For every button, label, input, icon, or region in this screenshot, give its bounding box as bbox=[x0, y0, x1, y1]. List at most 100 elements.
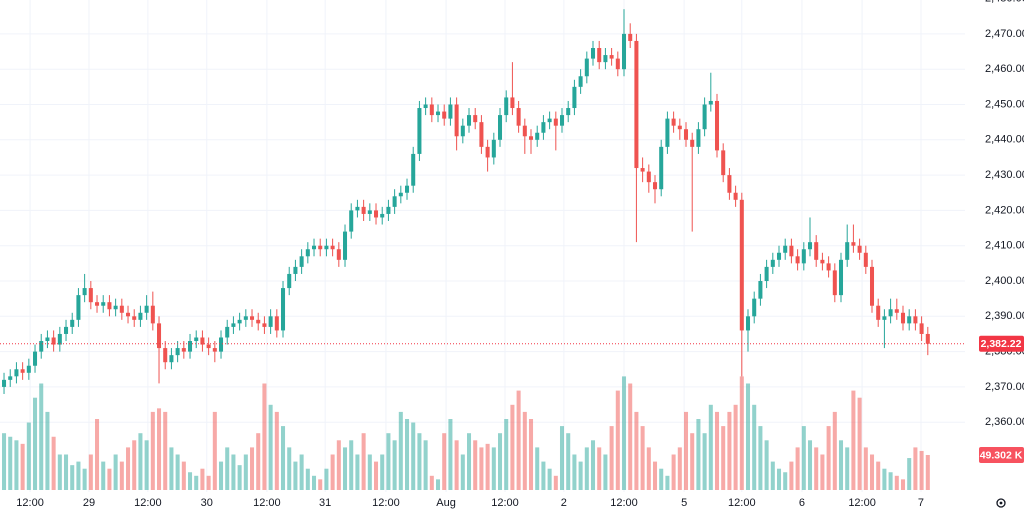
y-tick-label: 2,450.00 bbox=[985, 98, 1024, 110]
volume-bar bbox=[473, 440, 478, 490]
volume-bar bbox=[888, 472, 893, 490]
volume-bar bbox=[200, 468, 205, 490]
volume-bar bbox=[281, 426, 286, 490]
volume-bar bbox=[417, 433, 422, 490]
candle-body bbox=[281, 288, 286, 331]
candle-body bbox=[26, 365, 31, 373]
candle-body bbox=[473, 115, 478, 123]
volume-bar bbox=[603, 454, 608, 490]
volume-bar bbox=[919, 450, 924, 490]
candles bbox=[2, 9, 930, 394]
volume-bar bbox=[361, 433, 366, 490]
candle-body bbox=[200, 337, 205, 345]
volume-bar bbox=[528, 419, 534, 490]
volume-bar bbox=[312, 475, 317, 490]
volume-bar bbox=[640, 426, 645, 490]
candle-body bbox=[683, 129, 689, 140]
candle-body bbox=[405, 185, 410, 193]
candle-body bbox=[708, 100, 713, 105]
volume-bar bbox=[237, 465, 242, 490]
candle-body bbox=[814, 242, 819, 260]
volume-bar bbox=[572, 454, 577, 490]
volume-bar bbox=[355, 454, 360, 490]
candle-body bbox=[541, 122, 546, 133]
volume-bar bbox=[380, 454, 385, 490]
candle-body bbox=[621, 33, 627, 70]
volume-bar bbox=[522, 411, 527, 490]
volume-bar bbox=[851, 390, 856, 490]
candle-body bbox=[101, 302, 106, 306]
candle-body bbox=[411, 153, 416, 186]
candle-body bbox=[646, 171, 651, 183]
candle-body bbox=[702, 104, 707, 130]
volume-bar bbox=[225, 447, 230, 490]
candle-body bbox=[820, 259, 825, 264]
candle-body bbox=[374, 210, 379, 218]
volume-bar bbox=[423, 440, 428, 490]
volume-bar bbox=[398, 411, 403, 490]
candle-body bbox=[436, 111, 441, 116]
volume-bar bbox=[690, 433, 695, 490]
candle-body bbox=[157, 323, 162, 349]
candle-body bbox=[783, 245, 788, 253]
candle-body bbox=[913, 316, 918, 324]
candle-body bbox=[442, 111, 447, 119]
volume-bar bbox=[374, 461, 379, 490]
volume-bar bbox=[212, 411, 217, 490]
volume-bar bbox=[783, 472, 788, 490]
candle-body bbox=[578, 76, 583, 87]
volume-bar bbox=[789, 461, 794, 490]
candle-body bbox=[367, 210, 372, 214]
gear-outer[interactable] bbox=[996, 498, 1006, 508]
candle-body bbox=[237, 319, 242, 324]
candle-body bbox=[801, 249, 806, 264]
candle-body bbox=[727, 175, 732, 193]
candle-body bbox=[789, 245, 794, 257]
volume-bar bbox=[144, 440, 149, 490]
candle-body bbox=[219, 337, 224, 352]
candle-body bbox=[491, 139, 496, 158]
volume-bar bbox=[262, 383, 267, 490]
volume-bar bbox=[82, 468, 87, 490]
volume-bar bbox=[646, 447, 651, 490]
candle-body bbox=[597, 48, 602, 63]
volume-bar bbox=[869, 454, 875, 490]
gear-inner[interactable] bbox=[999, 501, 1003, 505]
x-tick-label: 12:00 bbox=[16, 497, 44, 509]
candle-body bbox=[528, 136, 534, 140]
x-tick-label: 29 bbox=[83, 497, 95, 509]
settings-icon[interactable] bbox=[996, 498, 1006, 508]
volume-bar bbox=[405, 419, 410, 490]
candle-body bbox=[919, 323, 924, 334]
volume-bar bbox=[8, 436, 13, 490]
candle-body bbox=[690, 139, 695, 147]
x-tick-label: 31 bbox=[319, 497, 331, 509]
volume-bar bbox=[45, 411, 50, 490]
volume-bar bbox=[764, 440, 769, 490]
candle-body bbox=[349, 210, 354, 232]
volume-bar bbox=[479, 447, 484, 490]
candle-body bbox=[559, 115, 565, 126]
candle-body bbox=[467, 115, 472, 126]
y-tick-label: 2,480.00 bbox=[985, 0, 1024, 4]
volume-bar bbox=[820, 454, 825, 490]
volume-bar bbox=[181, 461, 186, 490]
volume-bar bbox=[510, 404, 515, 490]
candle-body bbox=[572, 86, 577, 109]
candle-body bbox=[144, 305, 149, 313]
candle-body bbox=[343, 231, 348, 260]
candle-body bbox=[547, 118, 552, 123]
volume-bar bbox=[553, 475, 558, 490]
volume-bar bbox=[367, 454, 372, 490]
volume-bar bbox=[671, 454, 676, 490]
candle-body bbox=[181, 348, 186, 352]
volume-label-box bbox=[979, 446, 1024, 463]
x-tick-label: 6 bbox=[799, 497, 805, 509]
candle-body bbox=[64, 326, 69, 334]
volume-bar bbox=[95, 419, 100, 490]
x-tick-label: 12:00 bbox=[134, 497, 162, 509]
volume-bar bbox=[615, 390, 620, 490]
volume-bar bbox=[330, 454, 335, 490]
candle-body bbox=[150, 305, 155, 324]
volume-bar bbox=[832, 411, 837, 490]
